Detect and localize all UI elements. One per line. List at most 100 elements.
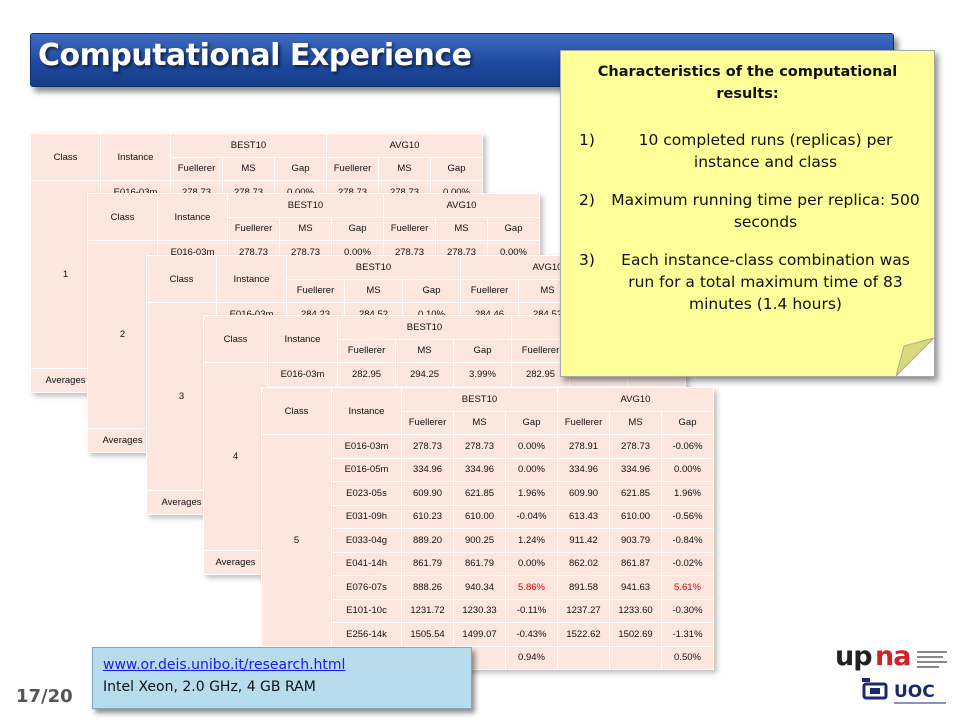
- cell: 1.96%: [505, 481, 558, 506]
- cell: -0.43%: [505, 622, 558, 647]
- cell: 609.90: [401, 481, 454, 506]
- cell: 610.23: [401, 504, 454, 529]
- header-avg10: AVG10: [383, 193, 540, 218]
- table-row: E016-05m 334.96 334.96 0.00% 334.96 334.96 0.0…: [262, 457, 714, 482]
- cell: E016-05m: [331, 457, 402, 482]
- header-gap: Gap: [453, 338, 512, 363]
- list-text: 10 completed runs (replicas) per instanc…: [638, 131, 893, 171]
- upna-logo-up: up: [835, 641, 873, 672]
- header-instance: Instance: [157, 193, 228, 241]
- header-fuellerer: Fuellerer: [460, 278, 519, 303]
- list-text: Maximum running time per replica: 500 se…: [611, 191, 920, 231]
- header-gap: Gap: [402, 278, 461, 303]
- list-item: 2) Maximum running time per replica: 500 …: [579, 189, 922, 233]
- header-instance: Instance: [267, 315, 338, 363]
- header-ms: MS: [378, 156, 431, 181]
- cell: 334.96: [453, 457, 506, 482]
- reference-box: www.or.deis.unibo.it/research.html Intel…: [92, 647, 472, 709]
- table-row: E076-07s 888.26 940.34 5.86% 891.58 941.63 5.6…: [262, 575, 714, 600]
- header-fuellerer: Fuellerer: [557, 410, 610, 435]
- header-class: Class: [30, 133, 101, 181]
- header-best10: BEST10: [170, 133, 327, 158]
- header-gap: Gap: [487, 216, 540, 241]
- cell: E101-10c: [331, 598, 402, 623]
- uoc-logo: UOC: [862, 678, 946, 704]
- cell: 1502.69: [609, 622, 662, 647]
- cell: 911.42: [557, 528, 610, 553]
- note-list: 1) 10 completed runs (replicas) per insta…: [579, 129, 922, 331]
- page-number: 17/20: [16, 686, 73, 707]
- research-link[interactable]: www.or.deis.unibo.it/research.html: [103, 657, 346, 673]
- header-ms: MS: [453, 410, 506, 435]
- table-row: E023-05s 609.90 621.85 1.96% 609.90 621.85 1.9…: [262, 481, 714, 506]
- cell: 609.90: [557, 481, 610, 506]
- cell: -0.06%: [661, 434, 714, 459]
- uoc-logo-text: UOC: [894, 682, 935, 702]
- header-gap: Gap: [661, 410, 714, 435]
- results-table-class-5: Class Instance BEST10 AVG10 Fuellerer MS Gap F…: [261, 387, 714, 670]
- cell: 0.00%: [505, 457, 558, 482]
- cell: -0.56%: [661, 504, 714, 529]
- cell: -0.84%: [661, 528, 714, 553]
- header-fuellerer: Fuellerer: [170, 156, 223, 181]
- cell: 278.73: [453, 434, 506, 459]
- upna-logo: up na: [835, 641, 955, 675]
- cell: 334.96: [557, 457, 610, 482]
- table-row: 5 E016-03m 278.73 278.73 0.00% 278.91 278.73-…: [261, 434, 714, 647]
- cell: 0.00%: [505, 434, 558, 459]
- header-ms: MS: [395, 338, 454, 363]
- list-text: Each instance-class combination was run …: [621, 251, 910, 313]
- cell: 1.24%: [505, 528, 558, 553]
- average-best-gap: 0.94%: [505, 645, 558, 670]
- cell: 3.99%: [453, 362, 512, 387]
- header-fuellerer: Fuellerer: [383, 216, 436, 241]
- header-gap: Gap: [430, 156, 483, 181]
- cell: 0.00%: [505, 551, 558, 576]
- averages-label: Averages: [203, 550, 268, 575]
- list-item: 1) 10 completed runs (replicas) per insta…: [579, 129, 922, 173]
- cell: 861.79: [401, 551, 454, 576]
- header-ms: MS: [222, 156, 275, 181]
- cell: 278.91: [557, 434, 610, 459]
- slide-title: Computational Experience: [38, 38, 472, 73]
- header-fuellerer: Fuellerer: [401, 410, 454, 435]
- cell: 861.87: [609, 551, 662, 576]
- cell: 334.96: [609, 457, 662, 482]
- cell: 900.25: [453, 528, 506, 553]
- table-row: E256-14k 1505.54 1499.07 -0.43% 1522.62 1502.…: [262, 622, 714, 647]
- header-fuellerer: Fuellerer: [326, 156, 379, 181]
- cell: 1522.62: [557, 622, 610, 647]
- cell: 294.25: [395, 362, 454, 387]
- header-best10: BEST10: [286, 255, 461, 280]
- cell: 891.58: [557, 575, 610, 600]
- header-fuellerer: Fuellerer: [227, 216, 280, 241]
- header-gap: Gap: [331, 216, 384, 241]
- class-label: 4: [203, 362, 268, 551]
- characteristics-note: Characteristics of the computational res…: [560, 50, 935, 377]
- cell: E041-14h: [331, 551, 402, 576]
- cell: E076-07s: [331, 575, 402, 600]
- cell: 940.34: [453, 575, 506, 600]
- cell: 610.00: [609, 504, 662, 529]
- cell: E033-04g: [331, 528, 402, 553]
- header-avg10: AVG10: [557, 387, 714, 412]
- header-class: Class: [87, 193, 158, 241]
- list-item: 3) Each instance-class combination was ru…: [579, 249, 922, 315]
- upna-logo-subtext-icon: [917, 651, 947, 668]
- header-class: Class: [203, 315, 268, 363]
- header-best10: BEST10: [227, 193, 384, 218]
- header-class: Class: [261, 387, 332, 435]
- cell: E256-14k: [331, 622, 402, 647]
- cell: 610.00: [453, 504, 506, 529]
- cell: 1499.07: [453, 622, 506, 647]
- cell-highlight: 5.61%: [661, 575, 714, 600]
- cell: 1233.60: [609, 598, 662, 623]
- table-row: 3 E016-03m284.23284.520.10%284.46284.52: [146, 302, 635, 491]
- cell: 1.96%: [661, 481, 714, 506]
- table-row: 4 E016-03m 282.95 294.25 3.99% 282.95: [203, 362, 686, 551]
- cell: 888.26: [401, 575, 454, 600]
- table-row: E041-14h 861.79 861.79 0.00% 862.02 861.87 -0.…: [262, 551, 714, 576]
- header-ms: MS: [609, 410, 662, 435]
- table-row: E031-09h 610.23 610.00 -0.04% 613.43 610.00 -0…: [262, 504, 714, 529]
- class-label: 5: [261, 434, 332, 647]
